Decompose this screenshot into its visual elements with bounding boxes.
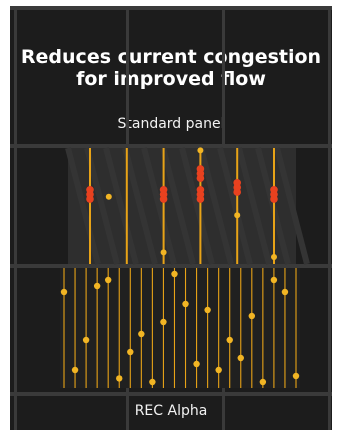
current-dot <box>215 366 222 374</box>
current-dot <box>71 366 79 374</box>
hotspot-dot <box>196 174 205 182</box>
current-dot <box>93 282 101 290</box>
current-dot <box>197 147 204 154</box>
grid-line-horizontal <box>10 144 332 148</box>
current-dot <box>127 348 134 356</box>
cell-texture-stripe <box>141 147 177 265</box>
current-dot <box>160 318 167 326</box>
grid-line-horizontal <box>10 264 332 268</box>
grid-line-horizontal <box>10 392 332 396</box>
current-dot <box>160 249 167 256</box>
current-dot <box>104 276 112 284</box>
hotspot-dot <box>233 188 241 196</box>
current-dot <box>116 375 123 382</box>
current-dot <box>193 360 200 368</box>
grid-line-horizontal <box>10 6 332 10</box>
current-dot <box>248 312 256 320</box>
hotspot-dot <box>270 195 278 203</box>
grid-line-vertical <box>14 6 17 430</box>
current-dot <box>204 306 211 314</box>
current-dot <box>292 372 300 380</box>
hotspot-dot <box>159 195 168 203</box>
current-dot <box>226 336 233 344</box>
cell-texture-stripe <box>179 147 215 265</box>
current-dot <box>82 336 90 344</box>
current-dot <box>105 193 112 200</box>
hotspot-dot <box>196 195 205 203</box>
current-dot <box>270 276 278 284</box>
cell-texture-stripe <box>198 147 234 265</box>
current-dot <box>281 288 289 296</box>
rec-alpha-panel-graphic <box>60 268 300 388</box>
standard-panel-cell <box>68 148 296 264</box>
standard-panel-graphic <box>65 147 310 265</box>
hotspot-dot <box>86 195 94 203</box>
current-dot <box>138 330 145 338</box>
cell-texture-stripe <box>236 147 272 265</box>
current-dot <box>60 288 68 296</box>
cell-texture-stripe <box>160 147 196 265</box>
panel-illustrations <box>10 6 332 430</box>
current-dot <box>171 270 178 278</box>
current-dot <box>182 300 189 308</box>
cell-texture-stripe <box>65 147 101 265</box>
current-dot <box>237 354 244 362</box>
current-dot <box>234 212 241 219</box>
cell-texture-stripe <box>84 147 120 265</box>
cell-texture-stripe <box>103 147 139 265</box>
grid-line-vertical <box>328 6 331 430</box>
rec-alpha-label: REC Alpha <box>134 403 208 419</box>
current-dot <box>149 378 156 386</box>
cell-texture-stripe <box>274 147 310 265</box>
rec-alpha-panel-cell <box>60 268 300 388</box>
current-dot <box>259 378 267 386</box>
headline: Reduces current congestion for improved … <box>20 46 322 90</box>
standard-panel-label: Standard panel <box>117 116 225 132</box>
cell-texture-stripe <box>122 147 158 265</box>
cell-texture-stripe <box>217 147 253 265</box>
current-dot <box>271 254 277 261</box>
